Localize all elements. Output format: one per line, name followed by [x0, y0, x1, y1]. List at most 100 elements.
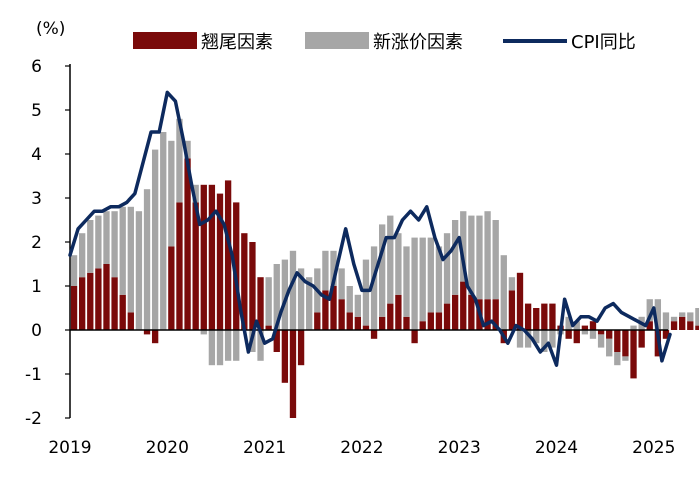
- new-price-factor-bar: [306, 277, 313, 330]
- cpi-line-group: [68, 90, 672, 367]
- y-tick-label: 1: [31, 277, 42, 297]
- tail-factor-bar: [581, 325, 589, 330]
- y-tick-label: 4: [31, 145, 42, 165]
- new-price-factor-bar: [151, 149, 159, 330]
- new-price-factor-bar: [662, 312, 670, 330]
- new-price-factor-bar: [549, 330, 556, 348]
- tail-factor-bar: [395, 294, 402, 330]
- new-price-factor-bar: [119, 206, 126, 295]
- new-price-factor-bar: [103, 211, 110, 264]
- new-price-factor-bar: [606, 338, 613, 357]
- new-price-factor-bar: [679, 312, 686, 317]
- tail-factor-bar: [451, 294, 459, 330]
- legend-cpi-label: CPI同比: [571, 32, 636, 53]
- tail-factor-bar: [492, 299, 499, 330]
- y-tick-label: 5: [31, 101, 42, 121]
- new-price-factor-bar: [411, 237, 418, 330]
- new-price-factor-bar: [589, 330, 597, 339]
- tail-factor-bars: [70, 158, 699, 418]
- tail-factor-bar: [549, 303, 556, 330]
- new-price-factor-bar: [460, 211, 467, 282]
- x-tick-label: 2023: [438, 438, 481, 458]
- tail-factor-bar: [176, 202, 183, 330]
- new-price-factor-bar: [370, 246, 378, 330]
- tail-factor-bar: [119, 294, 126, 330]
- tail-factor-bar: [281, 330, 289, 383]
- tail-factor-bar: [565, 330, 572, 339]
- new-price-factor-bar: [192, 184, 199, 203]
- tail-factor-bar: [435, 312, 443, 330]
- x-tick-label: 2024: [535, 438, 578, 458]
- tail-factor-bar: [387, 303, 394, 330]
- new-price-factor-bar: [87, 220, 94, 273]
- tail-factor-bar: [322, 290, 329, 330]
- tail-factor-bar: [127, 312, 134, 330]
- new-price-factor-bar: [524, 330, 532, 348]
- tail-factor-bar: [638, 330, 645, 348]
- tail-factor-bar: [427, 312, 434, 330]
- tail-factor-bar: [216, 193, 224, 330]
- new-price-factor-bar: [322, 250, 329, 291]
- y-tick-label: 3: [31, 189, 42, 209]
- new-price-factor-bar: [451, 220, 459, 295]
- tail-factor-bar: [79, 277, 86, 330]
- new-price-factor-bars: [70, 118, 699, 366]
- new-price-factor-bar: [687, 312, 694, 322]
- new-price-factor-bar: [70, 255, 78, 286]
- new-price-factor-bar: [581, 330, 589, 335]
- new-price-factor-bar: [597, 334, 605, 348]
- new-price-factor-bar: [541, 330, 548, 352]
- new-price-factor-bar: [443, 233, 451, 304]
- tail-factor-bar: [484, 299, 491, 330]
- new-price-factor-bar: [184, 140, 191, 159]
- new-price-factor-bar: [233, 330, 240, 361]
- tail-factor-bar: [111, 277, 118, 330]
- new-price-factor-bar: [427, 237, 434, 313]
- new-price-factor-bar: [281, 259, 289, 330]
- tail-factor-bar: [208, 184, 216, 330]
- new-price-factor-bar: [95, 215, 102, 269]
- tail-factor-bar: [443, 303, 451, 330]
- y-axis-ticks: -2 -1 0 1 2 3 4 5 6: [25, 57, 70, 429]
- new-price-factor-bar: [403, 246, 410, 317]
- tail-factor-bar: [273, 330, 280, 352]
- y-tick-label: 0: [31, 321, 42, 341]
- new-price-factor-bar: [630, 325, 637, 330]
- new-price-factor-bar: [573, 321, 580, 330]
- new-price-factor-bar: [622, 356, 629, 361]
- new-price-factor-bar: [354, 294, 361, 317]
- new-price-factor-bar: [224, 330, 232, 361]
- new-price-factor-bar: [176, 118, 183, 203]
- tail-factor-bar: [533, 308, 540, 330]
- new-price-factor-bar: [143, 189, 151, 330]
- tail-factor-bar: [265, 325, 272, 330]
- tail-factor-bar: [257, 277, 264, 330]
- tail-factor-bar: [168, 246, 175, 330]
- tail-factor-bar: [330, 286, 337, 330]
- legend-new-price-factor: 新涨价因素: [305, 32, 463, 53]
- new-price-factor-bar: [297, 268, 305, 330]
- tail-factor-bar: [573, 330, 580, 344]
- y-axis-unit-label: (%): [36, 19, 65, 39]
- tail-factor-bar: [233, 202, 240, 330]
- tail-factor-bar: [362, 325, 370, 330]
- x-axis-ticks: 2019 2020 2021 2022 2023 2024 2025: [48, 438, 675, 458]
- x-tick-label: 2025: [632, 438, 675, 458]
- tail-factor-bar: [695, 325, 699, 330]
- tail-factor-bar: [589, 321, 597, 330]
- new-price-factor-bar: [111, 211, 118, 278]
- y-tick-label: -1: [25, 365, 42, 385]
- tail-factor-bar: [370, 330, 378, 339]
- new-price-factor-bar: [516, 330, 524, 348]
- new-price-factor-bar: [79, 233, 86, 278]
- tail-factor-bar: [606, 330, 613, 339]
- tail-factor-bar: [338, 299, 345, 330]
- new-price-factor-bar: [508, 277, 516, 291]
- tail-factor-bar: [630, 330, 637, 379]
- legend-tail-factor-swatch: [133, 32, 197, 49]
- x-tick-label: 2020: [146, 438, 189, 458]
- tail-factor-bar: [679, 316, 686, 330]
- new-price-factor-bar: [216, 330, 224, 366]
- new-price-factor-bar: [362, 259, 370, 326]
- cpi-line: [68, 90, 672, 367]
